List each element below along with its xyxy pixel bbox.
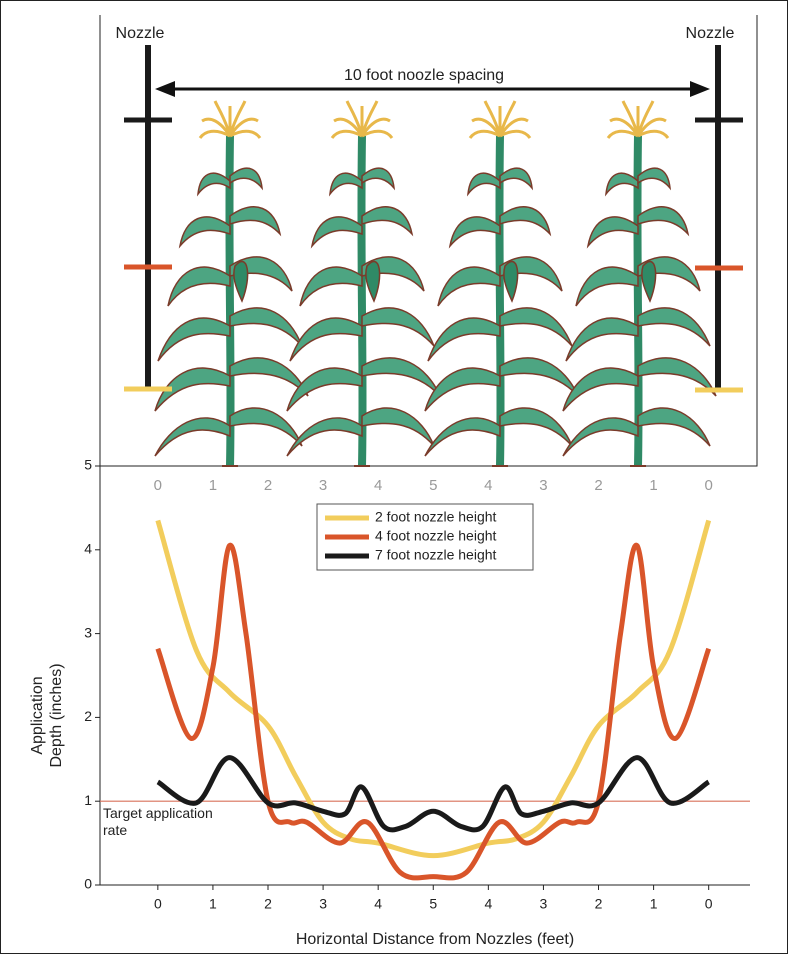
top-distance-label: 3 bbox=[319, 477, 327, 494]
top-distance-label: 0 bbox=[154, 477, 162, 494]
x-tick-label: 4 bbox=[484, 896, 492, 912]
top-distance-label: 1 bbox=[649, 477, 657, 494]
x-tick-label: 3 bbox=[540, 896, 548, 912]
x-axis-title: Horizontal Distance from Nozzles (feet) bbox=[296, 931, 574, 948]
y-tick-label: 0 bbox=[84, 876, 92, 892]
nozzle-label: Nozzle bbox=[116, 25, 165, 42]
x-tick-label: 4 bbox=[374, 896, 382, 912]
top-distance-label: 4 bbox=[374, 477, 382, 494]
top-distance-label: 2 bbox=[594, 477, 602, 494]
top-distance-label: 1 bbox=[209, 477, 217, 494]
x-tick-label: 5 bbox=[429, 896, 437, 912]
x-tick-label: 3 bbox=[319, 896, 327, 912]
series-line bbox=[156, 755, 711, 833]
x-tick-label: 1 bbox=[209, 896, 217, 912]
corn-plant bbox=[425, 101, 578, 466]
top-distance-label: 3 bbox=[539, 477, 547, 494]
x-tick-label: 0 bbox=[154, 896, 162, 912]
legend-label: 4 foot nozzle height bbox=[375, 528, 497, 544]
y-tick-label: 2 bbox=[84, 708, 92, 724]
series-line bbox=[155, 542, 712, 881]
annotation: Target application rate bbox=[103, 805, 213, 838]
corn-plant bbox=[155, 101, 308, 466]
y-tick-label: 4 bbox=[84, 541, 92, 557]
nozzle-label: Nozzle bbox=[686, 25, 735, 42]
x-tick-label: 0 bbox=[705, 896, 713, 912]
y-tick-label: 3 bbox=[84, 624, 92, 640]
top-distance-label: 5 bbox=[429, 477, 437, 494]
corn-plant bbox=[287, 101, 440, 466]
legend-label: 2 foot nozzle height bbox=[375, 509, 497, 525]
top-distance-label: 0 bbox=[705, 477, 713, 494]
x-tick-label: 2 bbox=[595, 896, 603, 912]
y-axis-title: Application bbox=[29, 676, 46, 754]
series-line bbox=[155, 519, 712, 859]
y-tick-label: 5 bbox=[84, 457, 92, 473]
illustration-frame bbox=[99, 15, 758, 467]
corn-plant bbox=[563, 101, 716, 466]
top-distance-label: 2 bbox=[264, 477, 272, 494]
y-tick-label: 1 bbox=[84, 792, 92, 808]
legend-label: 7 foot nozzle height bbox=[375, 547, 497, 563]
x-tick-label: 1 bbox=[650, 896, 658, 912]
spacing-label: 10 foot noozle spacing bbox=[344, 67, 504, 84]
top-distance-label: 4 bbox=[484, 477, 492, 494]
x-tick-label: 2 bbox=[264, 896, 272, 912]
y-axis-title: Depth (inches) bbox=[48, 663, 65, 767]
